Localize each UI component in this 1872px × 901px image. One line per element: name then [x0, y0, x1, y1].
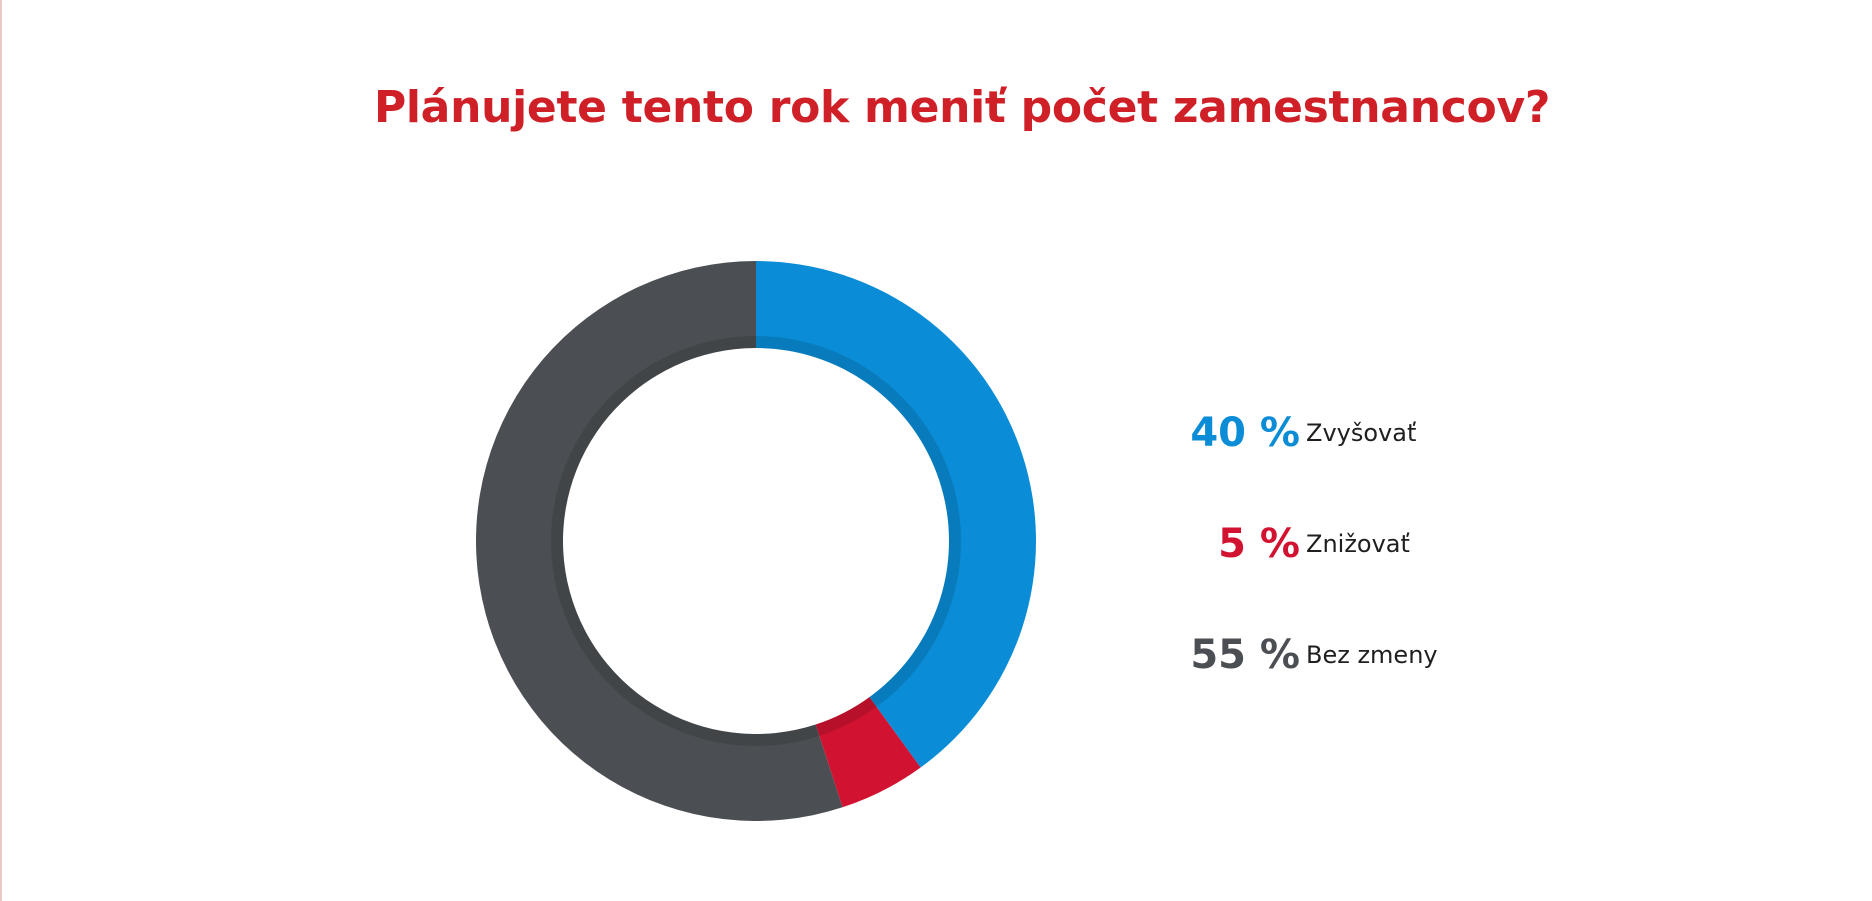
left-edge-line: [0, 0, 2, 901]
donut-slice-znizovat: [815, 697, 921, 808]
legend-label-bez-zmeny: Bez zmeny: [1306, 641, 1438, 669]
donut-inner-shadow: [551, 336, 961, 746]
donut-slice-bez-zmeny: [476, 261, 843, 821]
legend-value-znizovat: 5 %: [1218, 521, 1300, 567]
chart-title: Plánujete tento rok meniť počet zamestna…: [373, 82, 1551, 133]
legend-value-bez-zmeny: 55 %: [1190, 632, 1300, 678]
legend-label-zvysovat: Zvyšovať: [1306, 419, 1417, 447]
legend-item-znizovat: 5 % Znižovať: [1100, 514, 1520, 574]
legend-item-bez-zmeny: 55 % Bez zmeny: [1100, 625, 1520, 685]
legend-item-zvysovat: 40 % Zvyšovať: [1100, 403, 1520, 463]
legend-value-zvysovat: 40 %: [1190, 410, 1300, 456]
donut-slice-zvysovat: [756, 261, 1036, 768]
legend-label-znizovat: Znižovať: [1306, 530, 1410, 558]
